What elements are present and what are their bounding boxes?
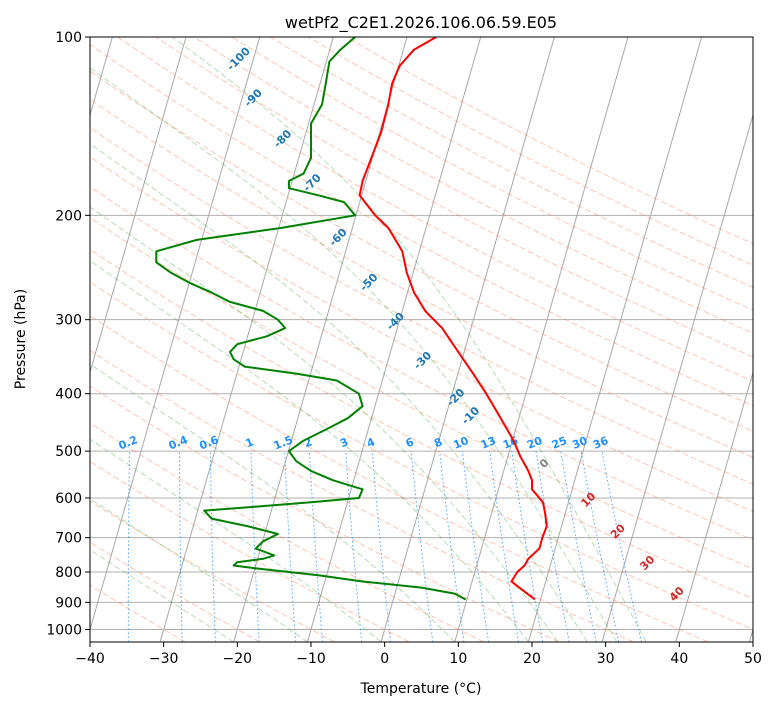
y-tick-label: 100 (55, 30, 82, 46)
chart-title: wetPf2_C2E1.2026.106.06.59.E05 (285, 13, 557, 33)
dry-adiabat-line (90, 422, 485, 642)
moist-adiabat-line (90, 549, 234, 642)
dry-adiabat-line (90, 460, 410, 642)
y-tick-label: 900 (55, 595, 82, 611)
mixing-ratio-label: 25 (550, 434, 569, 452)
isotherm-line (454, 37, 629, 642)
y-tick-label: 500 (55, 444, 82, 460)
dewpoint-line (155, 37, 467, 601)
dry-adiabat-line (90, 248, 753, 600)
dry-adiabat-line (193, 37, 753, 334)
y-tick-label: 600 (55, 491, 82, 507)
mixing-ratio-lines (127, 451, 643, 642)
pressure-gridlines (90, 37, 753, 630)
temperature-line (358, 37, 548, 601)
plot-frame (89, 36, 754, 643)
mixing-ratio-line (580, 451, 620, 642)
dry-adiabat-line (90, 349, 634, 642)
mixing-ratio-line (345, 451, 363, 642)
x-tick-label: 20 (523, 651, 541, 667)
dry-adiabat-line (90, 281, 753, 630)
dry-adiabat-line (155, 37, 753, 358)
x-tick-label: 10 (449, 651, 467, 667)
y-tick-label: 200 (55, 208, 82, 224)
isotherm-line (675, 370, 753, 642)
x-tick-label: −20 (223, 651, 253, 667)
x-tick-label: −30 (149, 651, 179, 667)
isotherm-line (90, 37, 261, 632)
mixing-ratio-label: 10 (451, 434, 470, 452)
moist-adiabat-line (90, 143, 588, 642)
sounding-series (155, 37, 548, 601)
plot-border (89, 36, 754, 643)
y-tick-label: 700 (55, 531, 82, 547)
x-tick-label: −40 (75, 651, 105, 667)
isotherm-line (159, 37, 334, 642)
isotherm-line (90, 37, 187, 375)
mixing-ratio-label: 13 (479, 434, 498, 452)
x-tick-label: −10 (296, 651, 326, 667)
x-tick-label: 0 (380, 651, 389, 667)
moist-adiabat-line (90, 206, 559, 642)
isotherm-line (306, 37, 482, 642)
mixing-ratio-line (601, 451, 643, 642)
mixing-ratio-line (371, 451, 392, 642)
mixing-ratio-label: 8 (432, 435, 444, 450)
isotherm-line (601, 113, 753, 642)
dry-adiabat-line (90, 584, 186, 642)
mixing-ratio-line (489, 451, 519, 642)
x-tick-label: 50 (744, 651, 762, 667)
y-axis-ticks: 100 200 300 400 500 600 700 800 900 1000 (46, 30, 90, 638)
dry-adiabat-line (90, 315, 709, 642)
y-tick-label: 800 (55, 565, 82, 581)
y-axis-label: Pressure (hPa) (13, 289, 29, 389)
moist-adiabats (90, 37, 647, 642)
x-axis-ticks: −40 −30 −20 −10 0 10 20 30 40 50 (75, 642, 762, 667)
dry-adiabat-line (90, 127, 753, 485)
dry-adiabat-line (117, 37, 753, 382)
moist-adiabat-line (90, 67, 618, 642)
x-tick-label: 30 (597, 651, 615, 667)
mixing-ratio-line (461, 451, 490, 642)
moist-adiabat-line (90, 498, 308, 642)
moist-adiabat-line (172, 37, 647, 642)
mixing-ratio-label: 3 (338, 435, 350, 450)
plot-area (90, 37, 753, 642)
moist-adiabat-line (90, 260, 529, 642)
moist-adiabat-line (90, 438, 382, 642)
plot-background (90, 37, 753, 642)
dry-adiabat-line (90, 70, 753, 432)
dry-adiabat-line (90, 156, 753, 513)
dry-adiabats (90, 37, 753, 642)
x-tick-label: 40 (670, 651, 688, 667)
isotherm-line (527, 37, 703, 642)
mixing-ratio-label: 36 (591, 434, 610, 452)
mixing-ratio-line (439, 451, 465, 642)
mixing-ratio-line (560, 451, 597, 642)
mixing-ratio-label: 2 (302, 435, 314, 450)
x-axis-label: Temperature (°C) (360, 681, 482, 697)
mixing-ratio-label: 30 (570, 434, 589, 452)
y-tick-label: 400 (55, 387, 82, 403)
y-tick-label: 300 (55, 313, 82, 329)
isotherm-line (380, 37, 555, 642)
mixing-ratio-label: 1 (244, 435, 256, 450)
dry-adiabat-line (231, 37, 753, 311)
dry-adiabat-line (90, 541, 261, 642)
dry-adiabat-line (90, 186, 753, 541)
mixing-ratio-line (410, 451, 434, 642)
mixing-ratio-label: 0.1 (70, 433, 93, 452)
mixing-ratio-label: 20 (525, 434, 544, 452)
y-tick-label: 1000 (46, 622, 82, 638)
